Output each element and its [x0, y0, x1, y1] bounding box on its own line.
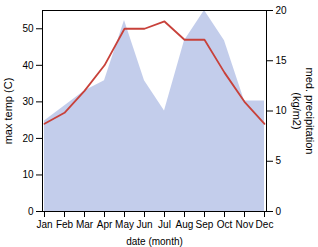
svg-text:Aug: Aug [176, 219, 194, 230]
svg-text:50: 50 [22, 23, 34, 34]
svg-text:10: 10 [276, 105, 288, 116]
svg-text:May: May [115, 219, 134, 230]
svg-text:Feb: Feb [56, 219, 74, 230]
svg-text:Nov: Nov [236, 219, 254, 230]
svg-text:date (month): date (month) [126, 236, 183, 247]
svg-text:5: 5 [276, 155, 282, 166]
svg-text:Apr: Apr [97, 219, 113, 230]
svg-text:Sep: Sep [196, 219, 214, 230]
svg-text:Oct: Oct [217, 219, 233, 230]
svg-text:Jul: Jul [158, 219, 171, 230]
html-text:max temp (C): max temp (C) [1, 77, 14, 144]
svg-text:0: 0 [276, 206, 282, 217]
svg-text:Mar: Mar [76, 219, 94, 230]
svg-text:Jun: Jun [136, 219, 152, 230]
svg-text:30: 30 [22, 96, 34, 107]
html-text:med. precipitation (kg/m2): med. precipitation (kg/m2) [291, 67, 316, 154]
svg-text:40: 40 [22, 60, 34, 71]
svg-text:20: 20 [276, 5, 288, 16]
svg-text:Dec: Dec [256, 219, 274, 230]
svg-text:Jan: Jan [36, 219, 52, 230]
svg-text:15: 15 [276, 55, 288, 66]
svg-text:10: 10 [22, 169, 34, 180]
svg-text:0: 0 [28, 206, 34, 217]
svg-text:20: 20 [22, 133, 34, 144]
